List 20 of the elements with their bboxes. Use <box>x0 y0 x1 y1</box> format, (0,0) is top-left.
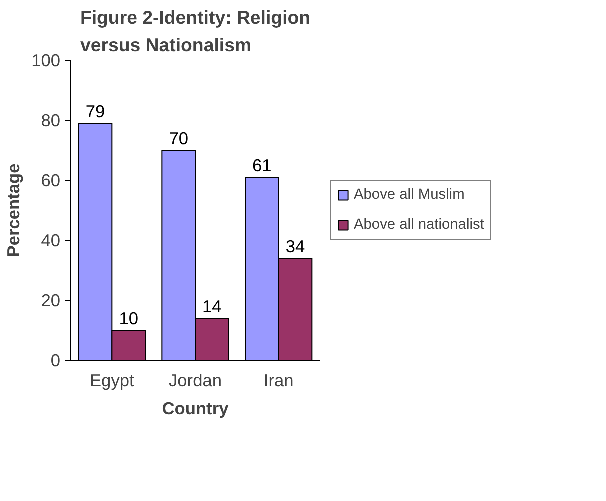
y-tick-label: 40 <box>41 230 61 250</box>
data-label: 34 <box>286 236 306 256</box>
y-tick-label: 20 <box>41 290 61 310</box>
data-label: 10 <box>119 308 138 328</box>
legend-label: Above all Muslim <box>354 187 465 203</box>
data-label: 61 <box>252 156 272 176</box>
y-tick-label: 60 <box>41 170 61 190</box>
chart-title: Figure 2-Identity: Religion versus Nationalism <box>80 7 311 56</box>
y-axis-title: Percentage <box>4 163 24 258</box>
data-label: 14 <box>202 296 222 316</box>
y-tick-label: 100 <box>32 50 61 70</box>
data-label: 79 <box>86 102 106 122</box>
x-tick-label: Iran <box>264 370 294 390</box>
data-label: 70 <box>169 128 188 148</box>
y-tick-label: 0 <box>50 350 61 370</box>
y-tick-label: 80 <box>41 110 61 130</box>
legend-label: Above all nationalist <box>354 217 484 233</box>
x-axis-title: Country <box>162 398 230 418</box>
x-tick-label: Egypt <box>90 370 135 390</box>
x-tick-label: Jordan <box>169 370 222 390</box>
